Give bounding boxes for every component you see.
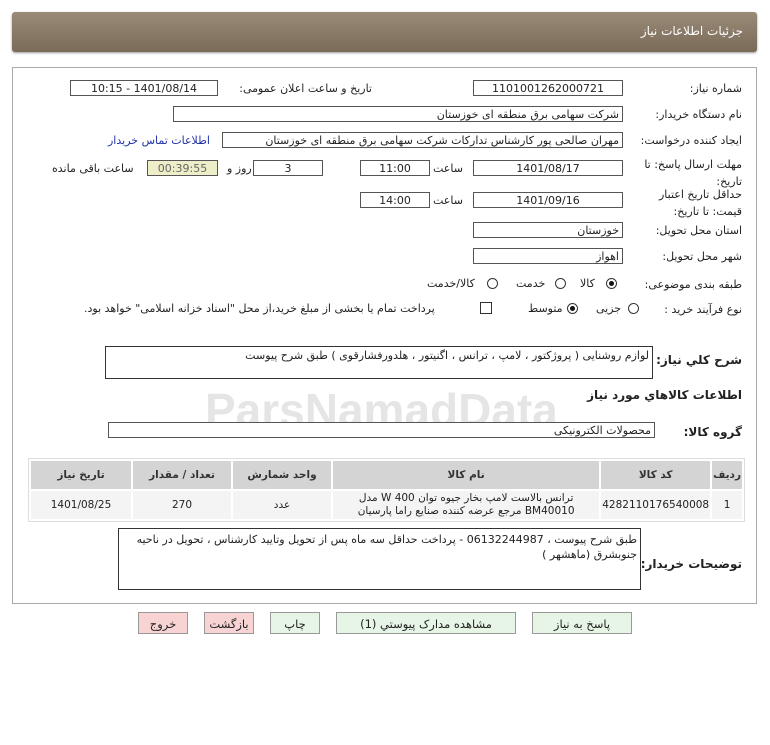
buyer-label: نام دستگاه خریدار:	[655, 108, 742, 121]
col-unit: واحد شمارش	[233, 461, 331, 489]
buyer-field: شرکت سهامی برق منطقه ای خوزستان	[173, 106, 623, 122]
cell-row: 1	[712, 491, 742, 519]
cell-code: 4282110176540008	[601, 491, 711, 519]
category-option-goods: کالا	[580, 277, 595, 290]
buyer-notes-label: توضيحات خريدار:	[640, 557, 742, 571]
deadline-label: مهلت ارسال پاسخ: تا تاریخ:	[644, 158, 742, 188]
category-radio-both[interactable]	[487, 278, 498, 289]
process-option-minor: جزیی	[596, 302, 622, 315]
table-header-row: ردیف کد کالا نام کالا واحد شمارش تعداد /…	[31, 461, 742, 489]
buyer-notes-field: طبق شرح پیوست ، 06132244987 - پرداخت حدا…	[118, 528, 641, 590]
announce-label: تاریخ و ساعت اعلان عمومی:	[239, 82, 372, 95]
deadline-time-field: 11:00	[360, 160, 430, 176]
col-code: کد کالا	[601, 461, 711, 489]
process-radio-medium[interactable]	[567, 303, 578, 314]
group-label: گروه کالا:	[683, 425, 742, 439]
province-label: استان محل تحویل:	[655, 224, 742, 237]
validity-time-label: ساعت	[433, 194, 463, 207]
print-button[interactable]: چاپ	[270, 612, 320, 634]
back-button[interactable]: بازگشت	[204, 612, 254, 634]
deadline-date-field: 1401/08/17	[473, 160, 623, 176]
validity-date-field: 1401/09/16	[473, 192, 623, 208]
deadline-time-label: ساعت	[433, 162, 463, 175]
category-label: طبقه بندی موضوعی:	[644, 278, 742, 291]
treasury-payment-checkbox[interactable]	[480, 302, 492, 314]
category-radio-goods[interactable]	[606, 278, 617, 289]
treasury-payment-note: پرداخت تمام یا بخشی از مبلغ خرید،از محل …	[84, 302, 435, 315]
cell-date: 1401/08/25	[31, 491, 131, 519]
goods-heading: اطلاعات كالاهاي مورد نياز	[587, 388, 742, 402]
city-field: اهواز	[473, 248, 623, 264]
category-option-both: کالا/خدمت	[427, 277, 475, 290]
need-number-label: شماره نیاز:	[689, 82, 742, 95]
table-row: 1 4282110176540008 ترانس بالاست لامپ بخا…	[31, 491, 742, 519]
view-attachments-button[interactable]: مشاهده مدارک پیوستي (1)	[336, 612, 516, 634]
goods-table: ردیف کد کالا نام کالا واحد شمارش تعداد /…	[29, 459, 744, 521]
remaining-time-field: 00:39:55	[147, 160, 218, 176]
col-name: نام کالا	[333, 461, 600, 489]
announce-field: 1401/08/14 - 10:15	[70, 80, 218, 96]
page-title: جزئیات اطلاعات نیاز	[640, 24, 743, 38]
reply-button[interactable]: پاسخ به نیاز	[532, 612, 632, 634]
page-header: جزئیات اطلاعات نیاز	[12, 12, 757, 52]
creator-field: مهران صالحی پور کارشناس تدارکات شرکت سها…	[222, 132, 623, 148]
cell-qty: 270	[133, 491, 231, 519]
process-radio-minor[interactable]	[628, 303, 639, 314]
summary-label: شرح کلي نياز:	[656, 353, 742, 367]
validity-label: حداقل تاریخ اعتبار قیمت: تا تاریخ:	[658, 188, 742, 218]
remaining-label: ساعت باقی مانده	[52, 162, 134, 175]
days-label: روز و	[227, 162, 252, 175]
days-field: 3	[253, 160, 323, 176]
group-field: محصولات الکترونیکی	[108, 422, 655, 438]
province-field: خوزستان	[473, 222, 623, 238]
goods-table-wrap: ردیف کد کالا نام کالا واحد شمارش تعداد /…	[28, 458, 745, 522]
buyer-contact-link[interactable]: اطلاعات تماس خریدار	[108, 134, 210, 147]
category-radio-service[interactable]	[555, 278, 566, 289]
col-qty: تعداد / مقدار	[133, 461, 231, 489]
exit-button[interactable]: خروج	[138, 612, 188, 634]
validity-time-field: 14:00	[360, 192, 430, 208]
city-label: شهر محل تحویل:	[662, 250, 742, 263]
cell-unit: عدد	[233, 491, 331, 519]
col-row: ردیف	[712, 461, 742, 489]
process-option-medium: متوسط	[528, 302, 563, 315]
col-date: تاریخ نیاز	[31, 461, 131, 489]
summary-field: لوازم روشنایی ( پروژکتور ، لامپ ، ترانس …	[105, 346, 653, 379]
process-label: نوع فرآیند خرید :	[664, 303, 742, 316]
creator-label: ایجاد کننده درخواست:	[640, 134, 742, 147]
need-number-field: 1101001262000721	[473, 80, 623, 96]
cell-name: ترانس بالاست لامپ بخار جیوه توان 400 W م…	[333, 491, 600, 519]
category-option-service: خدمت	[516, 277, 546, 290]
